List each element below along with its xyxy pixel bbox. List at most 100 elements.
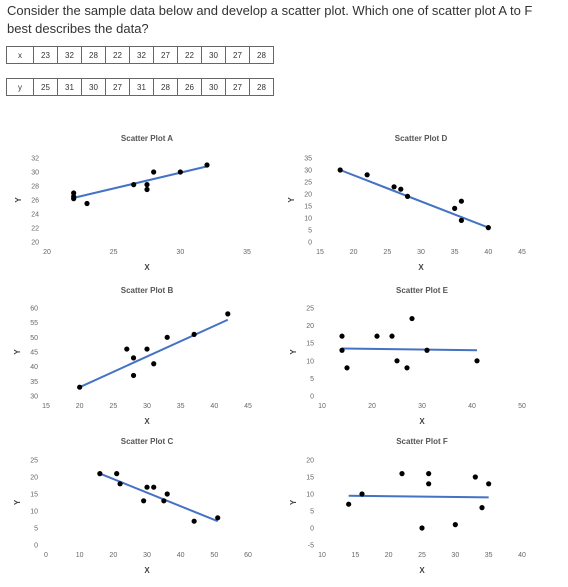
y-tick-label: 55 xyxy=(30,320,38,327)
x-axis-label: X xyxy=(144,417,150,426)
x-tick-label: 20 xyxy=(368,403,376,410)
data-point xyxy=(426,481,432,487)
y-tick-label: 10 xyxy=(304,216,312,223)
x-tick-label: 40 xyxy=(177,552,185,559)
data-point xyxy=(71,196,77,202)
y-tick-label: 0 xyxy=(310,526,314,533)
y-cell: 28 xyxy=(249,78,274,96)
data-point xyxy=(191,331,197,337)
x-tick-label: 30 xyxy=(143,403,151,410)
chart-title: Scatter Plot D xyxy=(395,134,448,143)
x-tick-label: 20 xyxy=(76,403,84,410)
y-tick-label: 35 xyxy=(30,379,38,386)
data-point xyxy=(458,198,464,204)
y-cell: 27 xyxy=(225,78,250,96)
data-point xyxy=(144,346,150,352)
x-axis-label: X xyxy=(419,566,425,575)
x-tick-label: 45 xyxy=(518,249,526,256)
y-axis-label: Y xyxy=(13,349,22,355)
x-axis-label: X xyxy=(144,566,150,575)
data-point xyxy=(164,491,170,497)
data-point xyxy=(485,225,491,231)
y-tick-label: 20 xyxy=(304,192,312,199)
data-point xyxy=(394,358,400,364)
x-cell: 27 xyxy=(153,46,178,64)
y-tick-label: -5 xyxy=(308,543,314,550)
y-row-header: y xyxy=(6,78,34,96)
y-tick-label: 60 xyxy=(30,306,38,313)
y-tick-label: 15 xyxy=(30,492,38,499)
x-axis-label: X xyxy=(144,263,150,272)
data-point xyxy=(364,172,370,178)
question-text: Consider the sample data below and devel… xyxy=(7,3,533,36)
data-point xyxy=(426,471,432,477)
x-tick-label: 30 xyxy=(176,249,184,256)
chart-title: Scatter Plot E xyxy=(396,286,449,295)
y-tick-label: 35 xyxy=(304,156,312,163)
data-point xyxy=(409,315,415,322)
x-tick-label: 15 xyxy=(42,403,50,410)
trendline xyxy=(339,169,489,229)
x-tick-label: 20 xyxy=(43,249,51,256)
chart-title: Scatter Plot F xyxy=(396,437,448,446)
x-tick-label: 10 xyxy=(318,552,326,559)
x-tick-label: 10 xyxy=(76,552,84,559)
data-point xyxy=(346,501,352,507)
data-point xyxy=(337,167,343,173)
data-point xyxy=(339,347,345,353)
data-point xyxy=(204,162,210,168)
x-tick-label: 25 xyxy=(383,249,391,256)
x-tick-label: 35 xyxy=(451,249,459,256)
data-point xyxy=(399,471,405,477)
data-point xyxy=(144,186,150,193)
data-point xyxy=(339,333,345,339)
x-cell: 23 xyxy=(33,46,58,64)
x-cell: 22 xyxy=(105,46,130,64)
y-tick-label: 15 xyxy=(306,341,314,348)
x-tick-label: 20 xyxy=(350,249,358,256)
x-tick-label: 25 xyxy=(109,403,117,410)
y-tick-label: 10 xyxy=(306,358,314,365)
x-tick-label: 25 xyxy=(110,249,118,256)
trendline xyxy=(99,472,219,523)
x-tick-label: 30 xyxy=(143,552,151,559)
x-axis-label: X xyxy=(418,263,424,272)
y-data-table: y 25 31 30 27 31 28 26 30 27 28 xyxy=(6,78,274,96)
y-tick-label: 30 xyxy=(30,394,38,401)
data-point xyxy=(424,347,430,353)
data-point xyxy=(151,484,157,490)
y-axis-label: Y xyxy=(13,499,22,505)
y-tick-label: 22 xyxy=(31,226,39,233)
data-point xyxy=(404,193,411,199)
data-point xyxy=(191,518,197,524)
x-tick-label: 60 xyxy=(244,552,252,559)
data-point xyxy=(151,361,157,367)
y-tick-label: 26 xyxy=(31,198,39,205)
y-tick-label: 20 xyxy=(30,475,38,482)
data-point xyxy=(114,471,120,477)
y-tick-label: 25 xyxy=(306,306,314,313)
data-point xyxy=(479,505,485,511)
x-tick-label: 30 xyxy=(417,249,425,256)
x-tick-label: 35 xyxy=(177,403,185,410)
x-tick-label: 40 xyxy=(518,552,526,559)
data-point xyxy=(161,498,167,504)
x-tick-label: 20 xyxy=(385,552,393,559)
x-tick-label: 25 xyxy=(418,552,426,559)
y-tick-label: 28 xyxy=(31,184,39,191)
data-point xyxy=(404,365,410,371)
x-tick-label: 10 xyxy=(318,403,326,410)
data-point xyxy=(452,522,458,528)
y-tick-label: 25 xyxy=(304,180,312,187)
data-point xyxy=(391,184,397,190)
data-point xyxy=(130,372,137,379)
x-data-table: x 23 32 28 22 32 27 22 30 27 28 xyxy=(6,46,274,64)
data-point xyxy=(77,384,83,390)
x-tick-label: 30 xyxy=(418,403,426,410)
data-point xyxy=(117,481,123,487)
data-point xyxy=(359,491,365,497)
data-point xyxy=(124,346,130,352)
data-point xyxy=(225,311,231,317)
x-tick-label: 15 xyxy=(351,552,359,559)
